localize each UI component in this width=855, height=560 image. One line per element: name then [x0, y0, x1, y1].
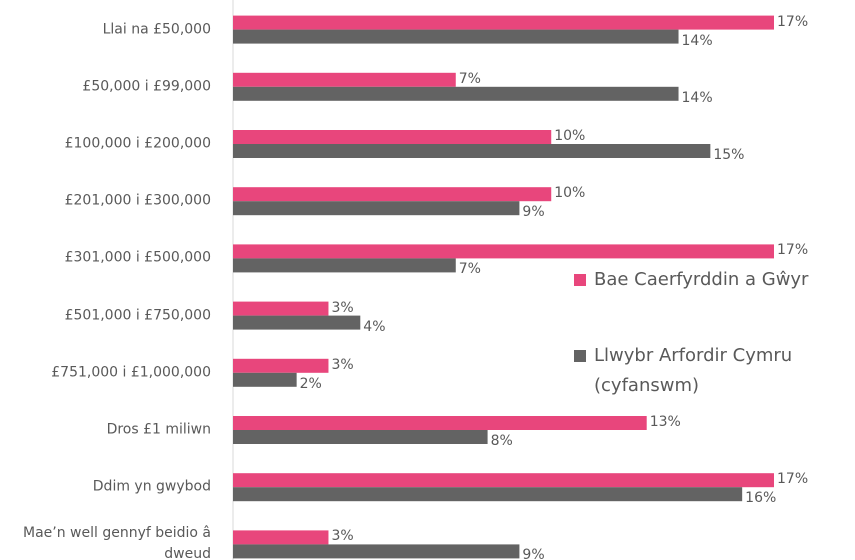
value-label: 3% [331, 299, 354, 316]
bar [233, 473, 774, 488]
category-label: Dros £1 miliwn [106, 421, 211, 438]
bar [233, 258, 456, 273]
value-label: 13% [649, 414, 681, 430]
value-label: 17% [777, 242, 809, 259]
value-label: 2% [299, 375, 322, 392]
value-label: 7% [458, 261, 481, 278]
bar [233, 29, 679, 44]
category-label: Mae’n well gennyf beidio â dweud [22, 525, 211, 560]
category-label: Ddim yn gwybod [92, 478, 211, 495]
legend-swatch [574, 350, 586, 362]
legend-label: Bae Caerfyrddin a Gŵyr [594, 269, 809, 290]
bar [233, 244, 774, 259]
bar [233, 130, 552, 144]
value-label: 3% [331, 356, 354, 373]
bar [233, 301, 329, 316]
bar [233, 187, 552, 202]
value-label: 10% [554, 185, 586, 202]
value-label: 14% [681, 89, 713, 106]
value-label: 9% [522, 547, 545, 560]
category-label: £501,000 i £750,000 [64, 307, 211, 324]
category-label: £50,000 i £99,000 [82, 78, 211, 95]
bar [233, 487, 743, 502]
value-label: 10% [554, 128, 586, 144]
bar [233, 72, 456, 87]
bar [233, 530, 329, 545]
bar [233, 372, 297, 387]
bar [233, 416, 647, 430]
category-label: £751,000 i £1,000,000 [51, 364, 211, 381]
value-label: 14% [681, 32, 713, 49]
bar [233, 15, 774, 30]
bar [233, 430, 488, 444]
bar [233, 144, 711, 158]
category-label: £201,000 i £300,000 [64, 192, 211, 209]
value-label: 17% [777, 471, 809, 488]
legend-label: Llwybr Arfordir Cymru (cyfanswm) [594, 345, 793, 396]
value-label: 9% [522, 204, 545, 221]
category-label: £100,000 i £200,000 [64, 135, 211, 152]
value-label: 8% [490, 433, 513, 449]
value-label: 16% [745, 490, 777, 507]
bar [233, 86, 679, 101]
value-label: 4% [363, 318, 386, 335]
legend-swatch [574, 274, 586, 286]
value-label: 15% [713, 147, 745, 163]
category-label: £301,000 i £500,000 [64, 249, 211, 266]
value-label: 3% [331, 528, 354, 545]
value-label: 17% [777, 13, 809, 30]
value-label: 7% [458, 70, 481, 87]
bar [233, 544, 520, 559]
bar [233, 358, 329, 373]
bar [233, 315, 361, 330]
bar [233, 201, 520, 216]
category-label: Llai na £50,000 [102, 21, 211, 38]
